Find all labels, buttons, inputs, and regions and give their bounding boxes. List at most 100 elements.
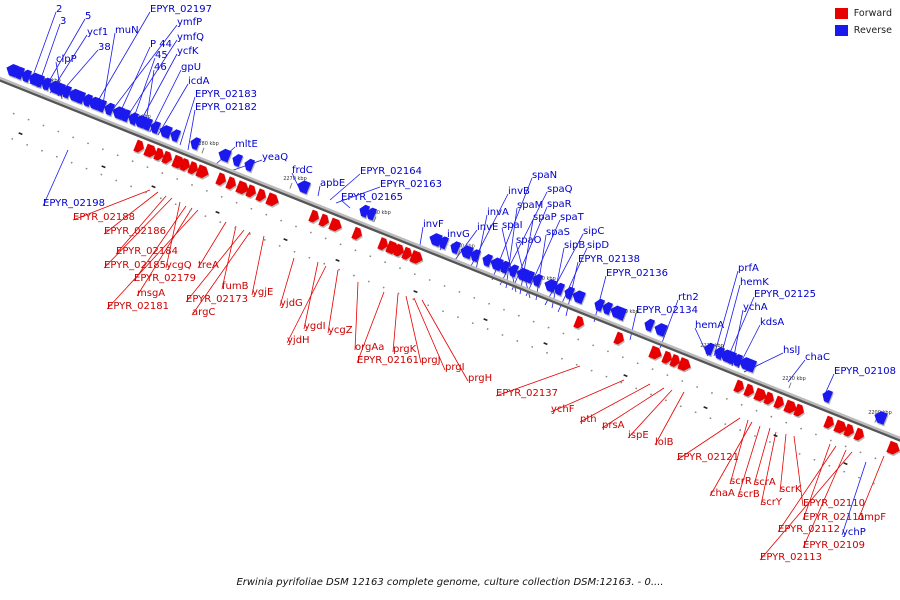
track-dot bbox=[220, 195, 223, 198]
track-dot bbox=[205, 190, 208, 192]
leader-line bbox=[787, 359, 806, 383]
leader-line bbox=[654, 391, 685, 446]
track-dot bbox=[70, 161, 73, 164]
reverse-gene-arrow bbox=[232, 153, 244, 167]
forward-gene-arrow bbox=[225, 176, 236, 190]
gene-label: spaQ bbox=[547, 184, 573, 195]
track-dot bbox=[859, 451, 862, 454]
track-dot bbox=[265, 213, 268, 216]
track-dot bbox=[278, 244, 281, 247]
track-dot bbox=[829, 439, 832, 442]
leader-line bbox=[475, 214, 488, 271]
track-dot bbox=[651, 368, 654, 371]
gene-label: EPYR_02165 bbox=[341, 192, 403, 203]
reverse-gene-arrow bbox=[366, 207, 378, 221]
leader-line bbox=[777, 445, 837, 533]
reverse-gene-arrow bbox=[218, 148, 232, 163]
reverse-gene-arrow bbox=[594, 298, 606, 312]
track-dot bbox=[354, 249, 357, 252]
gene-label: gpU bbox=[181, 62, 201, 73]
gene-label: fumB bbox=[222, 281, 249, 292]
reverse-gene-arrow bbox=[120, 109, 132, 123]
gene-label: EPYR_02182 bbox=[195, 102, 257, 113]
axis-tick bbox=[457, 250, 461, 256]
track-dot bbox=[488, 302, 491, 305]
track-dot bbox=[532, 320, 535, 323]
leader-line bbox=[117, 46, 151, 118]
track-dash bbox=[703, 406, 708, 410]
track-dot bbox=[635, 387, 638, 390]
track-dot bbox=[768, 441, 771, 443]
forward-gene-arrow bbox=[677, 357, 691, 371]
axis-line bbox=[0, 76, 900, 440]
gene-label: EPYR_02164 bbox=[360, 166, 422, 177]
track-dot bbox=[547, 326, 550, 329]
gene-label: EPYR_02137 bbox=[496, 388, 558, 399]
gene-label: EPYR_02108 bbox=[834, 366, 896, 377]
reverse-gene-arrow bbox=[482, 253, 494, 267]
axis-shadow bbox=[0, 77, 900, 442]
reverse-gene-arrow bbox=[822, 389, 834, 403]
gene-label: 38 bbox=[98, 42, 111, 53]
gene-label: scrR bbox=[730, 476, 752, 487]
track-dot bbox=[679, 405, 682, 408]
legend: Forward Reverse bbox=[834, 8, 892, 42]
track-dot bbox=[309, 231, 312, 234]
track-dot bbox=[235, 201, 238, 204]
reverse-gene-arrow bbox=[874, 411, 888, 425]
gene-label: muN bbox=[115, 25, 139, 36]
gene-label: EPYR_02181 bbox=[107, 301, 169, 312]
legend-forward-label: Forward bbox=[853, 8, 892, 19]
leader-line bbox=[165, 201, 181, 269]
leader-line bbox=[719, 284, 741, 361]
track-dot bbox=[101, 148, 104, 151]
forward-gene-arrow bbox=[308, 209, 319, 223]
leader-line bbox=[779, 433, 787, 493]
leader-line bbox=[103, 191, 159, 235]
forward-gene-arrow bbox=[853, 427, 864, 441]
gene-label: EPYR_02179 bbox=[134, 273, 196, 284]
track-dot bbox=[501, 334, 504, 336]
track-dot bbox=[620, 381, 623, 384]
forward-gene-arrow bbox=[393, 243, 404, 257]
track-dot bbox=[382, 286, 385, 289]
track-dot bbox=[443, 285, 446, 287]
forward-gene-arrow bbox=[161, 150, 172, 164]
gene-label: invG bbox=[447, 229, 470, 240]
reverse-gene-arrow bbox=[438, 236, 450, 250]
leader-line bbox=[187, 109, 196, 151]
track-dot bbox=[650, 393, 652, 396]
leader-line bbox=[824, 373, 835, 395]
axis-tick-label: 2250 kbp bbox=[451, 243, 475, 249]
track-dot bbox=[531, 345, 534, 348]
gene-label: ycf1 bbox=[87, 27, 108, 38]
track-dot bbox=[681, 380, 684, 382]
gene-label: ispE bbox=[628, 430, 649, 441]
leader-line bbox=[557, 247, 588, 313]
gene-label: EPYR_02111 bbox=[803, 512, 865, 523]
track-dash bbox=[773, 434, 778, 438]
leader-lines bbox=[29, 11, 885, 561]
forward-gene-arrow bbox=[235, 180, 249, 195]
track-dot bbox=[41, 149, 43, 152]
reverse-gene-arrow bbox=[41, 77, 53, 91]
forward-gene-arrow bbox=[179, 157, 190, 171]
gene-label: spaR bbox=[547, 199, 572, 210]
leader-line bbox=[43, 18, 86, 91]
legend-forward: Forward bbox=[834, 8, 892, 19]
leader-line bbox=[659, 299, 679, 349]
leader-line bbox=[511, 206, 548, 291]
gene-label: EPYR_02109 bbox=[803, 540, 865, 551]
track-dot bbox=[159, 197, 162, 200]
gene-label: sipB bbox=[564, 240, 585, 251]
axis-tick-label: 2270 kbp bbox=[283, 176, 307, 182]
gene-label: invF bbox=[423, 219, 444, 230]
track-dot bbox=[176, 178, 179, 180]
reverse-gene-arrow bbox=[128, 112, 140, 126]
track-dot bbox=[800, 427, 802, 430]
track-dot bbox=[397, 292, 400, 295]
leader-line bbox=[72, 189, 151, 221]
gene-label: ychF bbox=[551, 404, 575, 415]
forward-gene-arrow bbox=[886, 440, 900, 455]
track-dot bbox=[636, 362, 639, 365]
